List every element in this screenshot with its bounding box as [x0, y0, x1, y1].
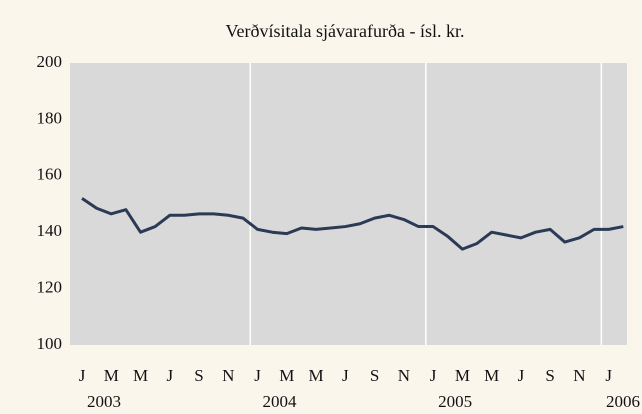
- x-tick-label: N: [398, 366, 410, 385]
- x-tick-label: N: [222, 366, 234, 385]
- year-label: 2004: [263, 392, 298, 411]
- data-line: [81, 197, 624, 251]
- chart-title: Verðvísitala sjávarafurða - ísl. kr.: [226, 21, 465, 41]
- y-tick-label: 140: [37, 221, 63, 240]
- x-tick-label: M: [455, 366, 470, 385]
- y-tick-label: 200: [37, 52, 63, 71]
- y-tick-label: 160: [37, 165, 63, 184]
- x-tick-label: S: [545, 366, 554, 385]
- year-label: 2005: [438, 392, 472, 411]
- year-label: 2003: [87, 392, 121, 411]
- x-tick-label: M: [104, 366, 119, 385]
- x-tick-label: J: [254, 366, 261, 385]
- plot-area: [70, 63, 627, 345]
- x-tick-label: J: [342, 366, 349, 385]
- y-tick-label: 100: [37, 334, 63, 353]
- y-tick-label: 180: [37, 108, 63, 127]
- year-label: 2006: [606, 392, 640, 411]
- y-tick-label: 120: [37, 278, 63, 297]
- x-tick-label: J: [79, 366, 86, 385]
- x-tick-label: S: [194, 366, 203, 385]
- x-tick-label: J: [605, 366, 612, 385]
- x-tick-label: M: [309, 366, 324, 385]
- x-tick-label: N: [573, 366, 585, 385]
- x-tick-label: J: [166, 366, 173, 385]
- x-tick-label: M: [279, 366, 294, 385]
- x-tick-label: M: [133, 366, 148, 385]
- x-tick-label: M: [484, 366, 499, 385]
- x-tick-label: J: [518, 366, 525, 385]
- x-tick-label: J: [430, 366, 437, 385]
- x-tick-label: S: [370, 366, 379, 385]
